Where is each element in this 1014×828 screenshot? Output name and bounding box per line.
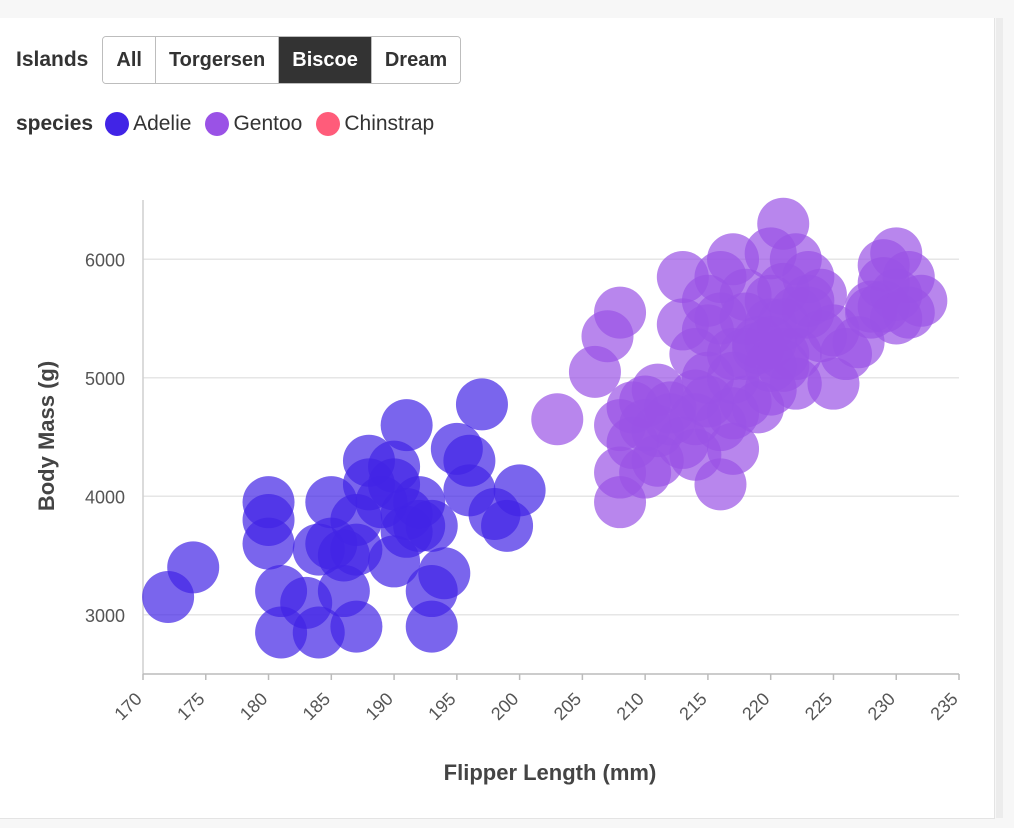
legend-label-chinstrap: Chinstrap <box>344 112 435 135</box>
species-legend: species Adelie Gentoo Chinstrap <box>16 108 448 140</box>
x-tick-label: 230 <box>864 689 899 724</box>
x-tick-label: 210 <box>613 689 648 724</box>
point-gentoo[interactable] <box>769 357 822 410</box>
x-tick-label: 220 <box>738 689 773 724</box>
x-axis-title: Flipper Length (mm) <box>444 760 657 785</box>
x-tick-label: 175 <box>173 689 208 724</box>
x-tick-label: 185 <box>299 689 334 724</box>
legend-swatch-chinstrap <box>316 112 341 136</box>
x-tick-label: 180 <box>236 689 271 724</box>
y-tick-label: 3000 <box>85 606 125 626</box>
y-tick-label: 6000 <box>85 250 125 270</box>
point-adelie[interactable] <box>443 434 496 487</box>
data-points <box>142 197 948 659</box>
island-button-biscoe[interactable]: Biscoe <box>279 37 372 83</box>
x-tick-label: 235 <box>926 689 961 724</box>
legend-title: species <box>16 112 94 135</box>
point-adelie[interactable] <box>455 378 508 431</box>
point-adelie[interactable] <box>380 399 433 452</box>
point-gentoo[interactable] <box>895 274 948 327</box>
y-tick-label: 5000 <box>85 369 125 389</box>
legend-item-adelie[interactable]: Adelie <box>105 112 191 136</box>
point-adelie[interactable] <box>493 464 546 517</box>
point-gentoo[interactable] <box>531 393 584 446</box>
x-tick-label: 205 <box>550 689 585 724</box>
x-tick-label: 225 <box>801 689 836 724</box>
legend-item-chinstrap[interactable]: Chinstrap <box>316 112 434 136</box>
x-tick-label: 215 <box>675 689 710 724</box>
point-adelie[interactable] <box>405 499 458 552</box>
point-adelie[interactable] <box>167 541 220 594</box>
island-filter: Islands All Torgersen Biscoe Dream <box>16 36 462 84</box>
x-tick-label: 200 <box>487 689 522 724</box>
point-gentoo[interactable] <box>594 286 647 339</box>
legend-label-gentoo: Gentoo <box>233 112 303 135</box>
point-adelie[interactable] <box>405 600 458 653</box>
island-filter-label: Islands <box>16 48 89 71</box>
scrollbar-rail[interactable] <box>996 18 1003 818</box>
island-button-group: All Torgersen Biscoe Dream <box>102 36 462 84</box>
x-tick-label: 190 <box>362 689 397 724</box>
point-adelie[interactable] <box>242 517 295 570</box>
legend-item-gentoo[interactable]: Gentoo <box>205 112 302 136</box>
point-adelie[interactable] <box>330 600 383 653</box>
island-button-all[interactable]: All <box>103 37 156 83</box>
legend-swatch-adelie <box>105 112 130 136</box>
x-tick-label: 170 <box>110 689 145 724</box>
y-tick-label: 4000 <box>85 487 125 507</box>
point-adelie[interactable] <box>418 547 471 600</box>
island-button-dream[interactable]: Dream <box>371 37 461 83</box>
y-axis-title: Body Mass (g) <box>34 361 59 511</box>
legend-swatch-gentoo <box>205 112 230 136</box>
island-button-torgersen[interactable]: Torgersen <box>155 37 280 83</box>
x-tick-label: 195 <box>424 689 459 724</box>
scatter-chart: 3000 4000 5000 6000 170 175 180 185 190 195 200 205… <box>34 197 962 785</box>
legend-label-adelie: Adelie <box>133 112 192 135</box>
point-gentoo[interactable] <box>707 422 760 475</box>
